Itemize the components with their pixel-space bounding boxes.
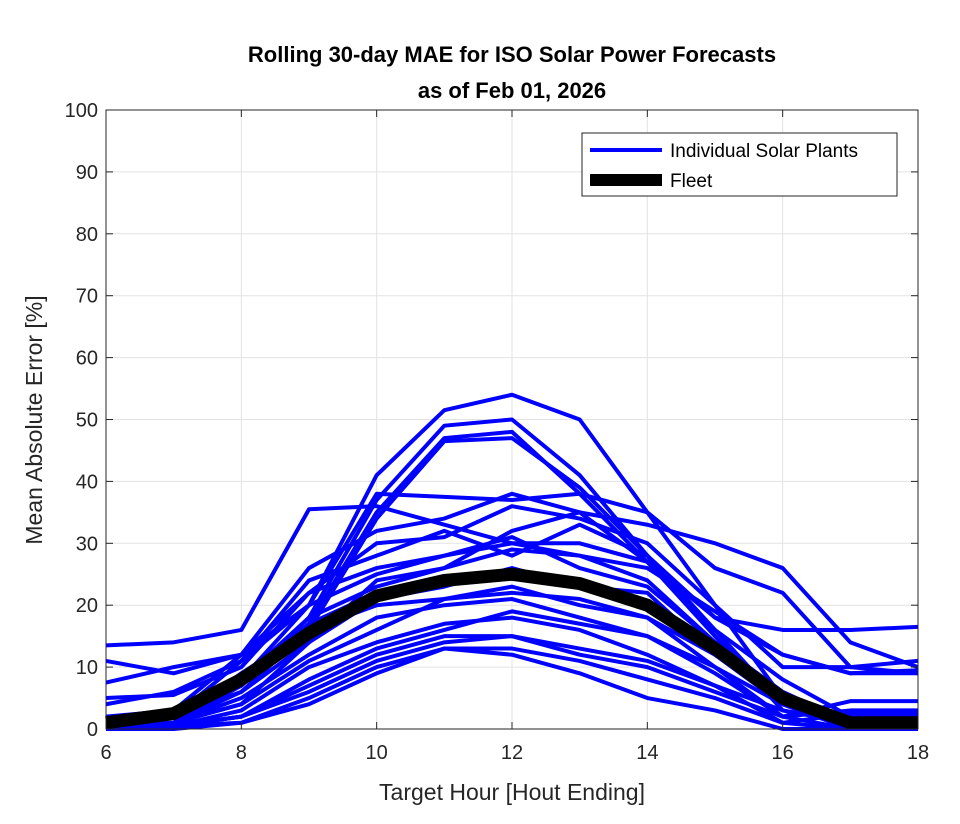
legend: Individual Solar Plants Fleet (581, 132, 898, 197)
plant-line (105, 504, 919, 701)
legend-label-fleet: Fleet (670, 171, 713, 192)
y-tick-label: 10 (76, 657, 98, 679)
x-tick-label: 16 (772, 742, 794, 764)
chart-title: Rolling 30-day MAE for ISO Solar Power F… (248, 42, 776, 67)
y-tick-label: 60 (76, 348, 98, 370)
y-tick-label: 50 (76, 410, 98, 432)
x-tick-label: 14 (636, 742, 658, 764)
plant-line (105, 541, 919, 719)
legend-label-plants: Individual Solar Plants (670, 141, 858, 162)
y-tick-label: 20 (76, 595, 98, 617)
y-tick-label: 40 (76, 471, 98, 493)
fleet-line (105, 567, 918, 730)
chart-subtitle: as of Feb 01, 2026 (418, 78, 606, 103)
y-tick-label: 100 (65, 100, 98, 122)
x-tick-label: 8 (236, 742, 247, 764)
y-tick-label: 30 (76, 533, 98, 555)
x-axis-label: Target Hour [Hout Ending] (379, 779, 645, 805)
ticks: 6 8 10 12 14 16 18 0 10 20 30 40 50 60 70 80 90 100 (65, 100, 930, 764)
x-tick-label: 18 (907, 742, 929, 764)
y-tick-label: 0 (87, 719, 98, 741)
x-tick-label: 10 (366, 742, 388, 764)
y-tick-label: 90 (76, 162, 98, 184)
x-tick-label: 6 (100, 742, 111, 764)
plant-line (105, 634, 918, 731)
y-tick-label: 80 (76, 224, 98, 246)
y-tick-label: 70 (76, 286, 98, 308)
fleet-line-group (105, 567, 918, 730)
x-tick-label: 12 (501, 742, 523, 764)
y-axis-label: Mean Absolute Error [%] (21, 295, 47, 544)
